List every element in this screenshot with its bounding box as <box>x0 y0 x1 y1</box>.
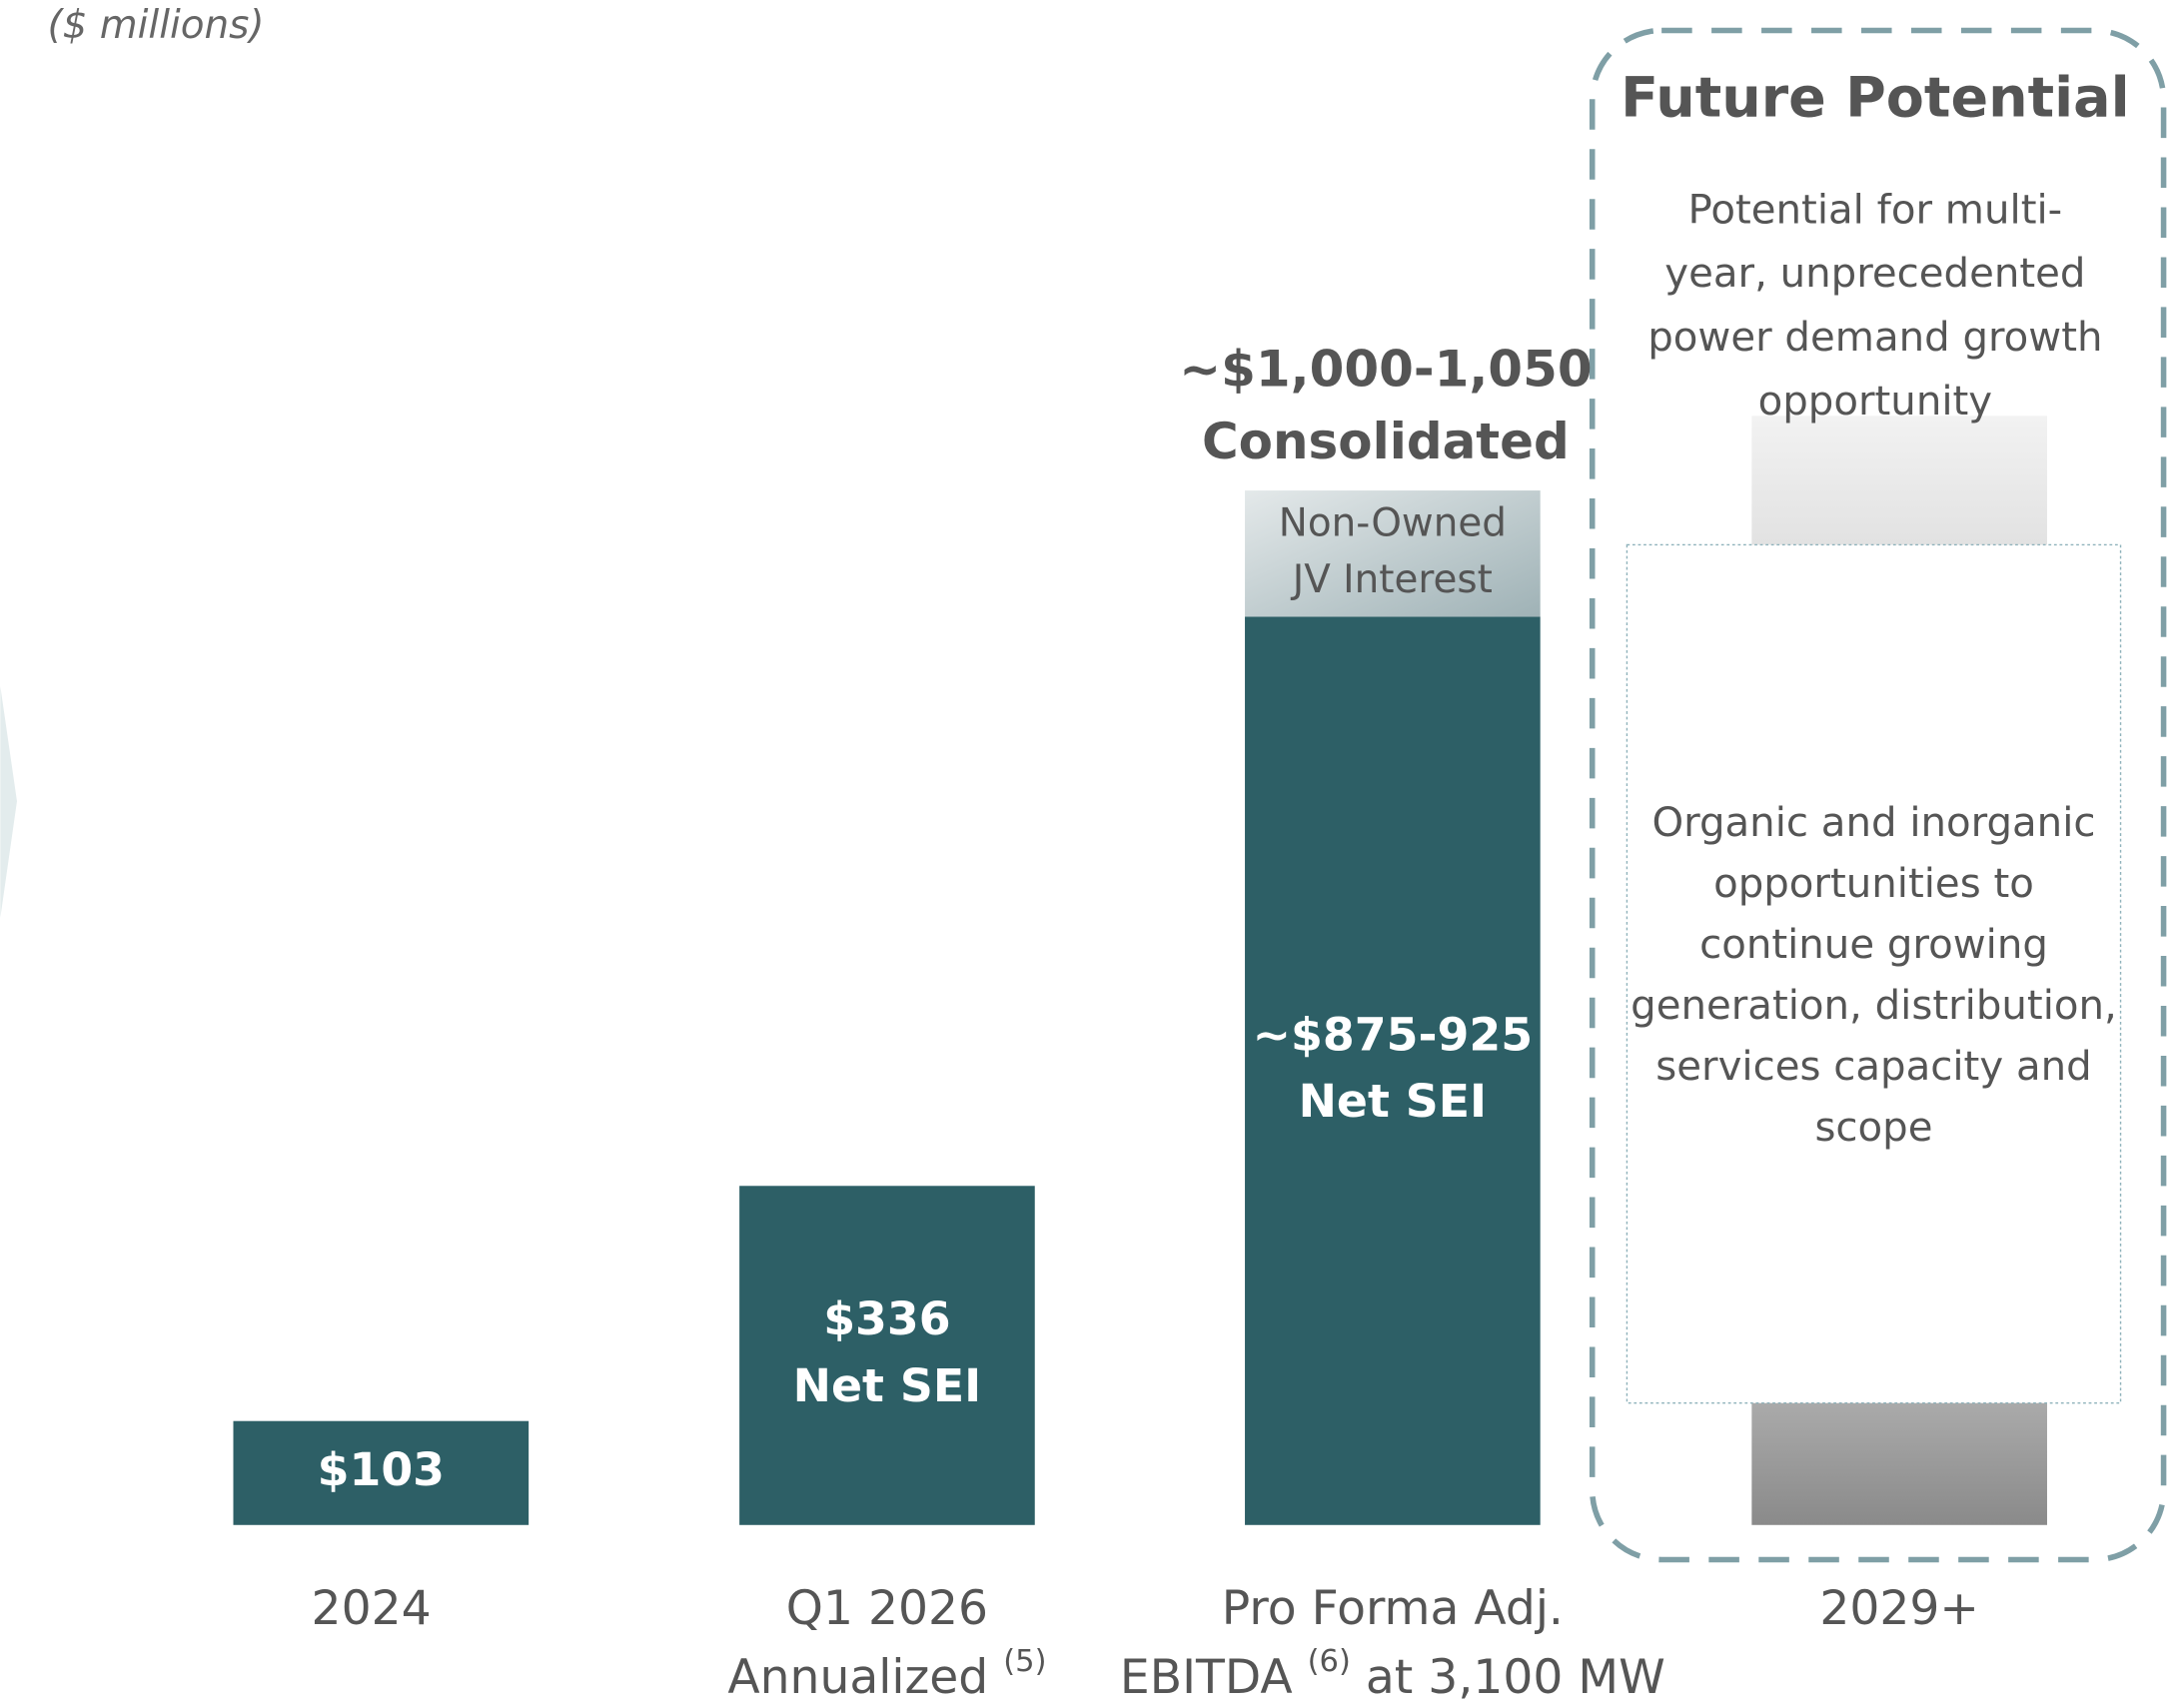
future-box <box>1626 543 2122 1404</box>
tick-line: Q1 2026 <box>786 1581 988 1636</box>
future-line: Potential for multi- <box>1688 187 2063 233</box>
future-body: continue growing <box>1699 922 2048 968</box>
x-tick-label: EBITDA (6) at 3,100 MW <box>1120 1644 1665 1705</box>
tick-line: EBITDA <box>1120 1650 1293 1705</box>
value-label: ~$875-925 <box>1253 1007 1533 1061</box>
total-label: ~$1,000-1,050 <box>1179 341 1592 399</box>
dashed-frame <box>1589 27 2167 1563</box>
value-label: JV Interest <box>1290 557 1493 602</box>
x-tick-label: 2024 <box>312 1581 432 1636</box>
bar <box>233 1420 530 1525</box>
future-body: scope <box>1814 1105 1932 1151</box>
future-panel: Future Potential <box>1589 27 2167 1563</box>
future-line: power demand growth <box>1647 315 2102 361</box>
tick-line: at 3,100 MW <box>1366 1650 1665 1705</box>
future-body: opportunities to <box>1713 861 2034 907</box>
x-tick-label: Annualized (5) <box>727 1644 1046 1705</box>
tick-space <box>988 1650 1003 1705</box>
future-line: opportunity <box>1758 379 1992 425</box>
x-tick-label: Pro Forma Adj. <box>1222 1581 1564 1636</box>
future-title: Future Potential <box>1621 65 2130 130</box>
bar <box>1245 490 1541 617</box>
total-label: Consolidated <box>1202 413 1570 470</box>
future-body: services capacity and <box>1655 1044 2091 1090</box>
footnote: (6) <box>1308 1644 1351 1679</box>
chevron <box>0 686 17 918</box>
value-label: Net SEI <box>793 1358 982 1412</box>
future-bar-bottom <box>1751 1402 2047 1525</box>
tick-space <box>1351 1650 1366 1705</box>
future-bar-top <box>1751 416 2047 545</box>
subtitle: ($ millions) <box>48 3 265 48</box>
footnote: (5) <box>1003 1644 1046 1679</box>
x-tick-label: Q1 2026 <box>786 1581 988 1636</box>
value-label: $336 <box>823 1291 950 1345</box>
future-body: generation, distribution, <box>1631 983 2117 1029</box>
tick-space <box>1293 1650 1308 1705</box>
tick-line: 2029+ <box>1819 1581 1979 1636</box>
future-body: Organic and inorganic <box>1651 800 2095 846</box>
value-label: Non-Owned <box>1279 500 1507 545</box>
value-label: Net SEI <box>1299 1074 1488 1128</box>
tick-line: Pro Forma Adj. <box>1222 1581 1564 1636</box>
value-label: $103 <box>318 1442 445 1496</box>
bar <box>1245 616 1541 1525</box>
tick-line: Annualized <box>727 1650 988 1705</box>
future-line: year, unprecedented <box>1664 251 2085 297</box>
tick-line: 2024 <box>312 1581 432 1636</box>
x-tick-label: 2029+ <box>1819 1581 1979 1636</box>
bar <box>739 1186 1035 1525</box>
